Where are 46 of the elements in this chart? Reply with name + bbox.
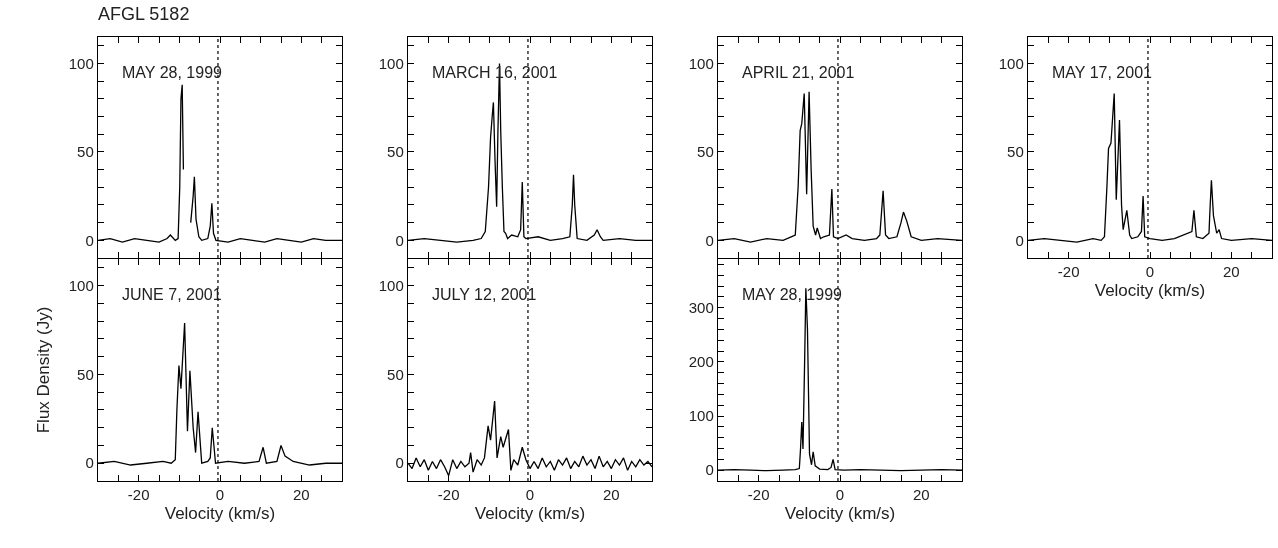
x-tick-label: 20 — [912, 486, 930, 504]
y-tick-label: 100 — [688, 407, 714, 425]
y-tick-label: 50 — [697, 143, 714, 161]
annotation: MAY 17, 2001 — [1052, 64, 1153, 81]
x-tick-label: -20 — [127, 486, 150, 504]
y-tick-label: 50 — [1007, 143, 1024, 161]
y-tick-label: 0 — [705, 231, 714, 249]
y-tick-label: 100 — [688, 54, 714, 72]
y-tick-label: 50 — [77, 143, 94, 161]
x-axis-title: Velocity (km/s) — [1094, 280, 1206, 300]
x-tick-label: -20 — [747, 486, 770, 504]
annotation: JUNE 7, 2001 — [122, 286, 222, 303]
x-tick-label: 20 — [602, 486, 620, 504]
y-tick-label: 0 — [1015, 231, 1024, 249]
y-tick-label: 200 — [688, 353, 714, 371]
annotation: MAY 28, 1999 — [742, 286, 843, 303]
y-tick-label: 0 — [85, 231, 94, 249]
y-tick-label: 0 — [85, 454, 94, 472]
x-axis-title: Velocity (km/s) — [784, 503, 896, 523]
y-tick-label: 100 — [378, 54, 404, 72]
y-axis-title: Flux Density (Jy) — [34, 306, 54, 434]
annotation: JULY 12, 2001 — [432, 286, 537, 303]
y-tick-label: 50 — [387, 143, 404, 161]
x-axis-title: Velocity (km/s) — [164, 503, 276, 523]
x-tick-label: -20 — [1057, 263, 1080, 281]
x-tick-label: 0 — [525, 486, 535, 504]
annotation: MAY 28, 1999 — [122, 64, 223, 81]
y-tick-label: 100 — [998, 54, 1024, 72]
y-tick-label: 100 — [378, 276, 404, 294]
y-tick-label: 0 — [705, 461, 714, 479]
x-tick-label: 20 — [292, 486, 310, 504]
x-tick-label: 0 — [835, 486, 845, 504]
x-tick-label: 0 — [215, 486, 225, 504]
y-tick-label: 300 — [688, 298, 714, 316]
x-tick-label: -20 — [437, 486, 460, 504]
x-tick-label: 20 — [1222, 263, 1240, 281]
x-tick-label: 0 — [1145, 263, 1155, 281]
y-tick-label: 100 — [68, 54, 94, 72]
y-tick-label: 50 — [77, 365, 94, 383]
annotation: APRIL 21, 2001 — [742, 64, 855, 81]
y-tick-label: 0 — [395, 454, 404, 472]
x-axis-title: Velocity (km/s) — [474, 503, 586, 523]
y-tick-label: 50 — [387, 365, 404, 383]
y-tick-label: 100 — [68, 276, 94, 294]
chart-title: AFGL 5182 — [98, 3, 190, 24]
y-tick-label: 0 — [395, 231, 404, 249]
